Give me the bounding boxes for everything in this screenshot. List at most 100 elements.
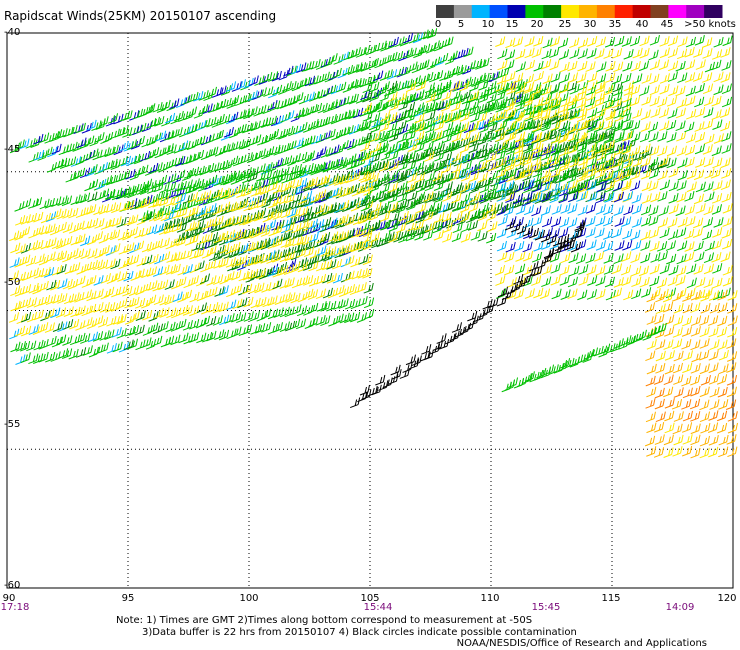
wind-barb (86, 303, 97, 315)
wind-barb (196, 120, 207, 131)
wind-barb (51, 265, 63, 276)
wind-barb (317, 102, 328, 114)
wind-barb (614, 35, 625, 47)
wind-barb (249, 210, 260, 221)
wind-barb (111, 216, 122, 227)
wind-barb (228, 95, 240, 106)
wind-barb (62, 222, 73, 233)
wind-barb (507, 377, 519, 388)
wind-barb (214, 113, 225, 125)
wind-barb (649, 34, 660, 46)
wind-barb (126, 139, 137, 150)
wind-barb (653, 374, 665, 385)
wind-barb (665, 240, 676, 251)
wind-barb (658, 156, 669, 167)
wind-barb (14, 139, 25, 151)
wind-barb (33, 309, 44, 321)
legend-swatch (704, 5, 723, 18)
wind-barb (166, 252, 177, 263)
wind-barb (676, 227, 687, 239)
legend-swatch (489, 5, 508, 18)
wind-barb (246, 121, 257, 132)
wind-barb (256, 87, 267, 98)
wind-barb (441, 81, 452, 93)
wind-barb (620, 264, 632, 276)
wind-barb (645, 375, 656, 387)
wind-barb (721, 143, 732, 154)
wind-barb (141, 297, 152, 309)
wind-barb (708, 435, 719, 446)
wind-barb (604, 37, 616, 48)
wind-barb (443, 121, 454, 133)
wind-barb (127, 187, 139, 198)
wind-barb (424, 163, 435, 174)
wind-barb (20, 284, 32, 295)
wind-barb (673, 434, 684, 446)
wind-barb (171, 307, 182, 319)
wind-barb (216, 98, 227, 110)
wind-barb (197, 181, 209, 192)
wind-barb (198, 90, 209, 101)
wind-barb (28, 267, 39, 279)
wind-barb (595, 275, 606, 287)
wind-barb (515, 48, 526, 60)
wind-barb (418, 29, 429, 41)
wind-barb (442, 232, 453, 243)
wind-barb (347, 78, 358, 90)
wind-barb (128, 285, 140, 297)
wind-barb (75, 305, 86, 317)
wind-barb (659, 263, 670, 275)
wind-barb (664, 398, 675, 409)
wind-barb (50, 280, 61, 291)
wind-barb (718, 399, 729, 410)
wind-barb (82, 317, 93, 328)
wind-barb (425, 131, 436, 143)
wind-barb (672, 446, 683, 457)
wind-barb (640, 216, 652, 227)
wind-barb (577, 289, 588, 301)
wind-barb (61, 348, 73, 359)
wind-barb (585, 203, 597, 214)
wind-barb (142, 309, 153, 321)
wind-barb (348, 93, 359, 105)
wind-barb (34, 253, 45, 265)
wind-barb (649, 263, 660, 275)
wind-barb (170, 251, 181, 263)
wind-barb (153, 181, 164, 193)
wind-barb (704, 168, 715, 179)
wind-barb (343, 125, 354, 136)
wind-barb (515, 251, 526, 262)
wind-barb (15, 354, 26, 365)
wind-barb (148, 322, 159, 334)
wind-barb (99, 245, 110, 256)
wind-barb (465, 60, 476, 71)
wind-barb (175, 192, 187, 204)
wind-barb (693, 193, 705, 205)
wind-barb (105, 245, 116, 256)
wind-barb (605, 72, 616, 83)
wind-barb (15, 243, 26, 255)
wind-barb (632, 108, 643, 119)
wind-barb (577, 48, 588, 60)
wind-barb (37, 150, 48, 161)
wind-barb (231, 81, 242, 92)
wind-barb (142, 211, 153, 223)
wind-barb (19, 138, 30, 150)
wind-barb (112, 341, 123, 353)
wind-barb (15, 271, 26, 283)
wind-barb (433, 70, 444, 81)
wind-barb (655, 350, 666, 362)
wind-barb (236, 123, 247, 135)
wind-barb (458, 47, 469, 59)
wind-barb (94, 218, 105, 229)
wind-barb (28, 227, 39, 239)
wind-barb (57, 128, 68, 139)
wind-barb (124, 325, 135, 337)
wind-barb (550, 263, 561, 274)
lat-label: -45 (4, 144, 21, 155)
wind-barb (426, 28, 438, 39)
wind-barb (595, 36, 606, 48)
wind-barb (686, 168, 697, 180)
wind-barb (141, 267, 152, 279)
wind-barb (702, 229, 713, 241)
